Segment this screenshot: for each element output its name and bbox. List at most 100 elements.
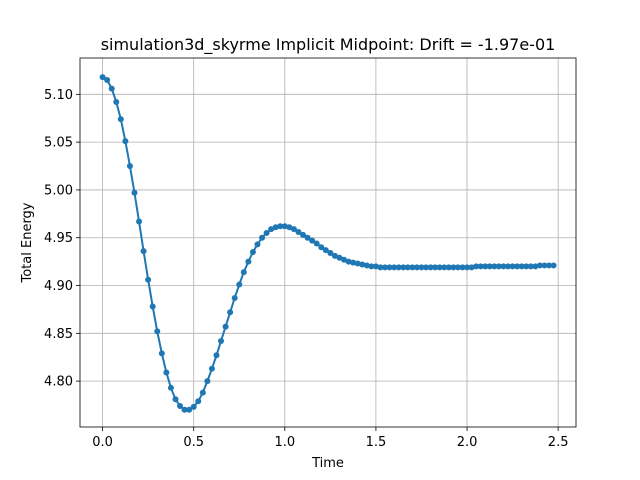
chart-title: simulation3d_skyrme Implicit Midpoint: D…	[101, 35, 556, 55]
data-point	[145, 276, 152, 283]
data-point	[359, 261, 366, 268]
data-point	[181, 406, 188, 413]
data-point	[391, 264, 398, 271]
data-point	[413, 264, 420, 271]
data-point	[409, 264, 416, 271]
y-tick-label: 5.00	[44, 183, 73, 198]
data-point	[500, 263, 507, 270]
data-point	[259, 234, 266, 241]
data-point	[177, 402, 184, 409]
data-point	[199, 389, 206, 396]
data-point	[222, 323, 229, 330]
data-point	[464, 264, 471, 271]
data-point	[167, 384, 174, 391]
data-point	[286, 224, 293, 231]
data-point	[505, 263, 512, 270]
x-tick-label: 1.0	[274, 435, 295, 450]
data-point	[477, 263, 484, 270]
x-tick-label: 0.5	[183, 435, 204, 450]
data-point	[254, 241, 261, 248]
data-point	[240, 269, 247, 276]
data-point	[541, 262, 548, 269]
data-point	[486, 263, 493, 270]
data-point	[213, 352, 220, 359]
data-point	[126, 163, 133, 170]
data-point	[117, 116, 124, 123]
x-axis-label: Time	[311, 456, 344, 471]
data-point	[331, 252, 338, 259]
data-point	[227, 309, 234, 316]
data-point	[140, 248, 147, 255]
data-point	[300, 231, 307, 238]
data-point	[372, 263, 379, 270]
data-point	[108, 85, 115, 92]
data-point	[436, 264, 443, 271]
data-point	[195, 398, 202, 405]
x-tick-label: 2.0	[457, 435, 478, 450]
y-tick-label: 4.90	[44, 279, 73, 294]
data-point	[122, 138, 129, 145]
data-point	[550, 262, 557, 269]
data-point	[473, 263, 480, 270]
data-point	[149, 303, 156, 310]
x-tick-label: 1.5	[366, 435, 387, 450]
data-point	[295, 228, 302, 235]
y-tick-label: 5.10	[44, 88, 73, 103]
data-point	[404, 264, 411, 271]
data-point	[263, 229, 270, 236]
data-point	[395, 264, 402, 271]
data-point	[427, 264, 434, 271]
data-point	[532, 263, 539, 270]
data-point	[341, 256, 348, 263]
data-point	[218, 337, 225, 344]
data-point	[186, 406, 193, 413]
data-point	[190, 403, 197, 410]
plot-frame	[79, 57, 577, 428]
grid	[80, 58, 576, 427]
y-tick-label: 4.85	[44, 327, 73, 342]
x-tick-label: 0.0	[92, 435, 113, 450]
data-point	[432, 264, 439, 271]
data-point	[441, 264, 448, 271]
data-point	[354, 260, 361, 267]
data-point	[445, 264, 452, 271]
data-point	[163, 369, 170, 376]
data-point	[277, 223, 284, 230]
data-point	[136, 218, 143, 225]
data-point	[208, 365, 215, 372]
data-point	[418, 264, 425, 271]
y-axis-label: Total Energy	[20, 202, 35, 283]
data-point	[523, 263, 530, 270]
data-point	[536, 262, 543, 269]
data-point	[309, 237, 316, 244]
data-point	[322, 247, 329, 254]
data-point	[546, 262, 553, 269]
data-point	[236, 281, 243, 288]
y-tick-label: 4.95	[44, 231, 73, 246]
data-point	[382, 264, 389, 271]
data-point	[454, 264, 461, 271]
data-point	[281, 223, 288, 230]
y-tick-label: 5.05	[44, 136, 73, 151]
x-tick-label: 2.5	[548, 435, 569, 450]
axis-ticks: 0.0 0.5 1.0 1.5 2.0 2.5 4.80 4.85 4.90 4.95 5.00 5.…	[44, 88, 568, 450]
data-point	[327, 250, 334, 257]
data-point	[249, 249, 256, 256]
data-point	[377, 264, 384, 271]
data-point	[495, 263, 502, 270]
data-point	[318, 244, 325, 251]
data-point	[491, 263, 498, 270]
data-point	[368, 263, 375, 270]
data-point	[423, 264, 430, 271]
data-point	[336, 254, 343, 261]
y-tick-label: 4.80	[44, 375, 73, 390]
data-point	[113, 98, 120, 105]
series-layer	[99, 74, 557, 413]
data-point	[313, 240, 320, 247]
data-point	[231, 294, 238, 301]
data-point	[345, 258, 352, 265]
data-point	[172, 396, 179, 403]
data-point	[99, 74, 106, 81]
